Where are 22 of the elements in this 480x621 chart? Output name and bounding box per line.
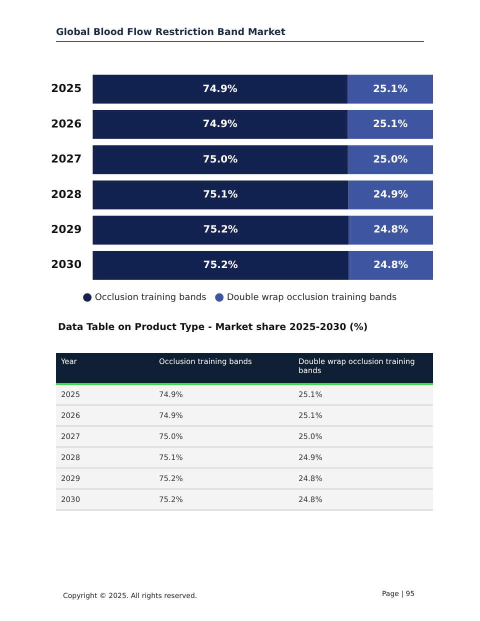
y-tick-label: 2030 (50, 258, 82, 272)
data-label: 75.1% (203, 190, 238, 201)
data-label: 25.0% (373, 154, 408, 166)
data-label: 25.1% (372, 84, 408, 95)
data-label: 24.8% (373, 224, 408, 236)
y-tick-label: 2029 (50, 223, 82, 236)
data-label: 24.9% (373, 190, 408, 201)
legend-label: Occlusion training bands (94, 292, 207, 303)
y-tick-label: 2025 (50, 82, 82, 96)
data-label: 74.9% (202, 84, 238, 95)
data-label: 75.2% (203, 224, 238, 236)
data-label: 75.0% (202, 154, 238, 166)
data-label: 75.2% (203, 260, 238, 271)
data-label: 74.9% (202, 119, 238, 130)
text: Data Table on Product Type - Market share 2025-2030 (%) (58, 322, 368, 333)
y-tick-label: 2026 (50, 117, 82, 130)
legend-label: Double wrap occlusion training bands (226, 292, 397, 303)
chart-title: Global Blood Flow Restriction Band Market (56, 27, 424, 42)
y-tick-label: 2027 (50, 152, 82, 166)
data-label: 25.1% (372, 119, 408, 130)
y-tick-label: 2028 (50, 188, 82, 201)
data-label: 24.8% (373, 260, 408, 271)
